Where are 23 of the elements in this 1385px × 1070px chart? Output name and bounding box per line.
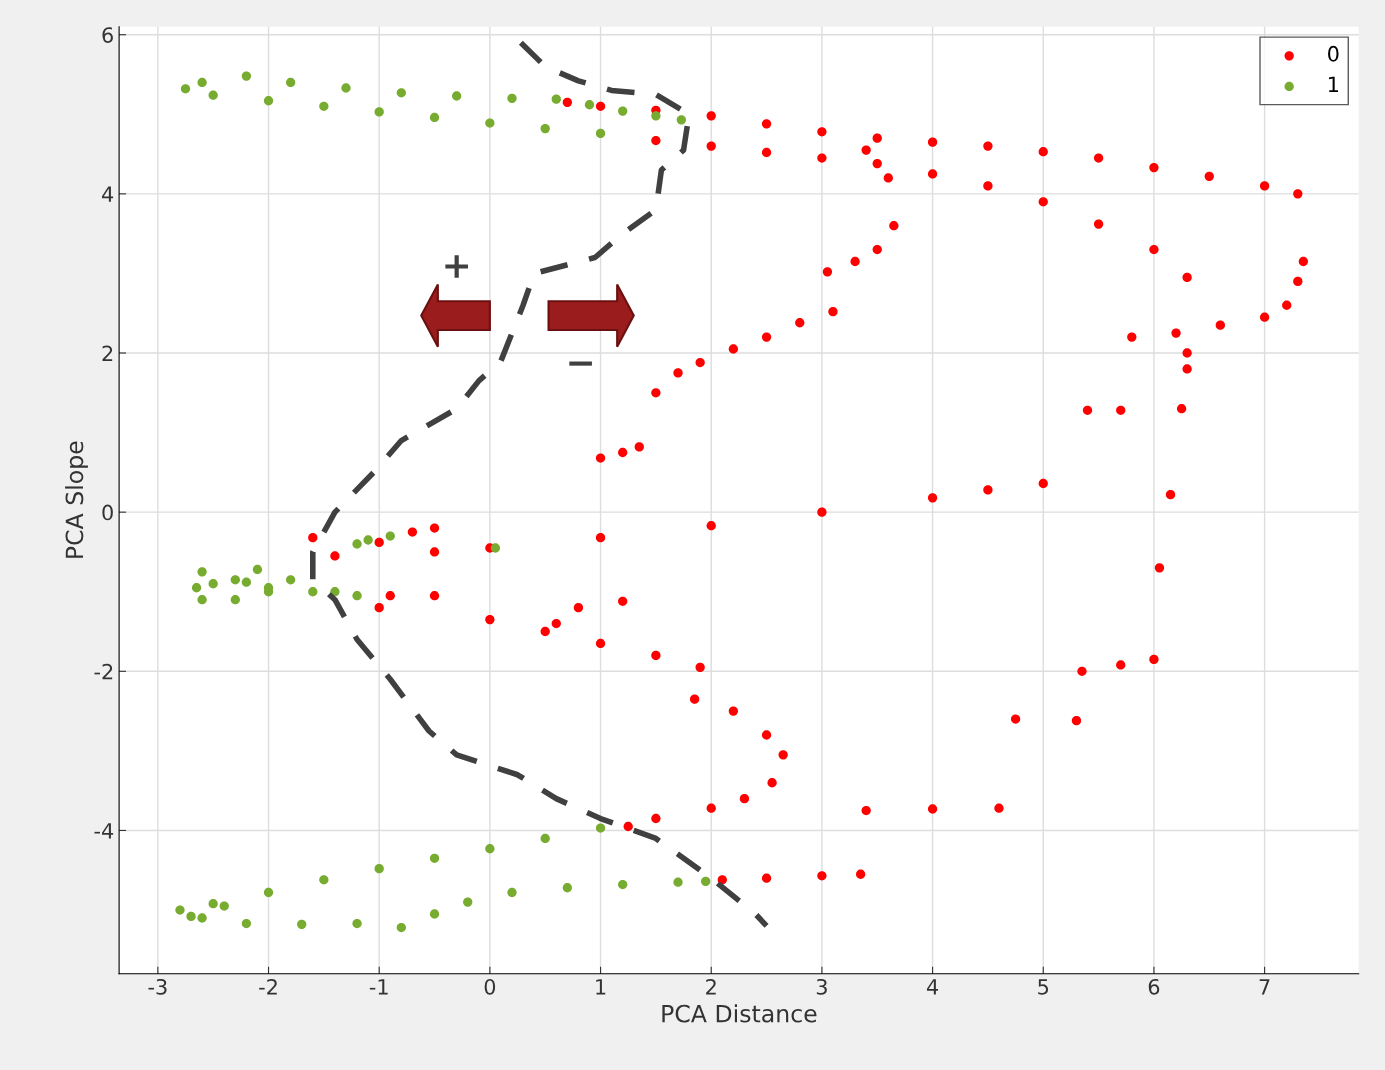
legend-label: 0 (1328, 45, 1339, 62)
annotation: + (445, 255, 468, 278)
x-tick-label: 3 (816, 978, 827, 995)
x-tick-label: 5 (1038, 979, 1049, 995)
x-tick-label: -2 (259, 978, 277, 995)
x-tick-label: 7 (1259, 979, 1270, 995)
x-axis-title: PCA Distance (662, 1004, 817, 1023)
y-tick-label: -2 (94, 663, 113, 680)
y-tick-label: 0 (102, 504, 113, 521)
x-tick-label: 0 (484, 978, 496, 995)
x-tick-label: 4 (926, 979, 939, 995)
y-tick-label: 4 (102, 186, 114, 202)
x-tick-label: 1 (596, 979, 606, 995)
y-tick-label: 2 (102, 345, 113, 361)
annotation: − (569, 361, 592, 366)
x-tick-label: -3 (148, 978, 167, 995)
y-tick-label: -4 (94, 823, 114, 839)
y-tick-label: 6 (102, 27, 113, 43)
legend-label: 1 (1328, 76, 1339, 92)
x-tick-label: 2 (706, 978, 716, 995)
x-tick-label: 6 (1148, 978, 1160, 995)
x-tick-label: -1 (369, 979, 388, 995)
y-axis-title: PCA Slope (65, 441, 88, 558)
